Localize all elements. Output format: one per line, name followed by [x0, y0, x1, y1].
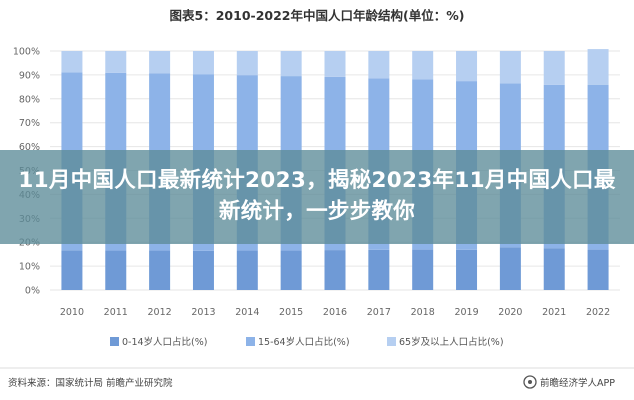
legend-label: 15-64岁人口占比(%)	[258, 336, 350, 348]
bar-segment	[543, 51, 565, 85]
bar-segment	[61, 51, 83, 73]
legend-swatch	[246, 337, 255, 346]
bar-segment	[587, 249, 609, 290]
legend-label: 65岁及以上人口占比(%)	[399, 336, 504, 348]
bar-segment	[192, 51, 214, 75]
bar-segment	[324, 51, 346, 77]
bar-segment	[61, 250, 83, 290]
legend-swatch	[387, 337, 396, 346]
y-tick-label: 60%	[19, 142, 40, 153]
y-tick-label: 90%	[19, 70, 40, 81]
bar-segment	[149, 51, 171, 74]
bar-segment	[412, 249, 434, 290]
source-note: 资料来源：国家统计局 前瞻产业研究院	[8, 377, 173, 389]
brand-name: 前瞻经济学人APP	[540, 377, 615, 389]
brand-logo-icon	[523, 375, 537, 389]
bar-segment	[236, 250, 258, 290]
bar-segment	[368, 51, 390, 79]
bar-segment	[149, 250, 171, 290]
bar-segment	[105, 250, 127, 290]
headline-text: 11月中国人口最新统计2023，揭秘2023年11月中国人口最新统计，一步步教你	[18, 168, 616, 224]
bar-segment	[105, 51, 127, 73]
x-tick-label: 2010	[60, 307, 84, 318]
legend-label: 0-14岁人口占比(%)	[122, 336, 208, 348]
y-tick-label: 0%	[25, 286, 40, 297]
bar-segment	[456, 249, 478, 290]
x-tick-label: 2021	[542, 307, 566, 318]
bar-segment	[280, 51, 302, 77]
bar-segment	[456, 51, 478, 82]
x-tick-label: 2018	[411, 307, 435, 318]
x-tick-label: 2014	[235, 307, 259, 318]
bar-segment	[587, 49, 609, 85]
bar-segment	[499, 247, 521, 290]
chart-title: 图表5：2010-2022年中国人口年龄结构(单位：%)	[170, 8, 465, 23]
x-tick-label: 2013	[191, 307, 215, 318]
x-tick-label: 2017	[367, 307, 391, 318]
x-tick-label: 2020	[498, 307, 522, 318]
x-tick-label: 2011	[104, 307, 128, 318]
bar-segment	[543, 248, 565, 290]
x-tick-label: 2019	[454, 307, 478, 318]
x-tick-label: 2012	[148, 307, 172, 318]
headline-overlay	[0, 150, 634, 244]
y-tick-label: 100%	[13, 47, 40, 58]
x-tick-label: 2016	[323, 307, 347, 318]
bar-segment	[280, 250, 302, 290]
x-tick-label: 2015	[279, 307, 303, 318]
bar-segment	[236, 51, 258, 76]
y-tick-label: 70%	[19, 118, 40, 129]
bar-segment	[412, 51, 434, 80]
legend-swatch	[110, 337, 119, 346]
bar-segment	[324, 250, 346, 290]
x-tick-label: 2022	[586, 307, 610, 318]
bar-segment	[499, 51, 521, 84]
y-tick-label: 10%	[19, 262, 40, 273]
bar-segment	[368, 249, 390, 290]
y-tick-label: 80%	[19, 94, 40, 105]
bar-segment	[192, 250, 214, 290]
